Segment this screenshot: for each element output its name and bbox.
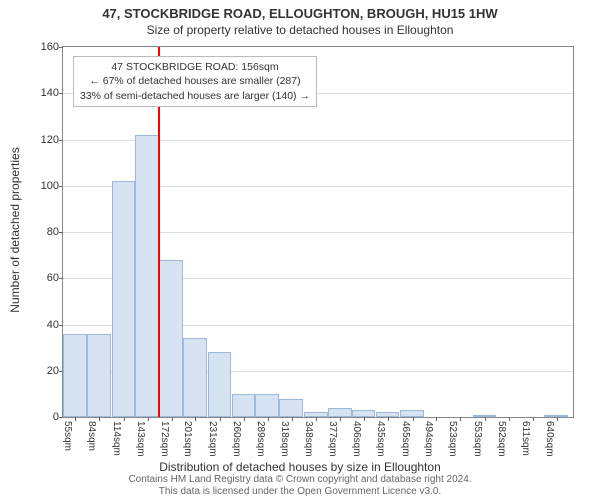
page-subtitle: Size of property relative to detached ho… (0, 23, 600, 39)
x-tick-label: 582sqm (496, 421, 507, 457)
x-tick-label: 640sqm (544, 421, 555, 457)
y-tick-label: 160 (41, 41, 59, 53)
y-tick-label: 40 (47, 319, 59, 331)
histogram-chart: 47 STOCKBRIDGE ROAD: 156sqm ← 67% of det… (62, 46, 574, 418)
y-tick-mark (59, 47, 63, 48)
x-tick-label: 553sqm (472, 421, 483, 457)
x-tick-mark (557, 417, 558, 421)
x-tick-label: 201sqm (182, 421, 193, 457)
histogram-bar (159, 260, 183, 417)
x-tick-mark (413, 417, 414, 421)
x-tick-label: 143sqm (135, 421, 146, 457)
y-tick-label: 80 (47, 226, 59, 238)
y-tick-label: 140 (41, 87, 59, 99)
y-tick-label: 120 (41, 134, 59, 146)
x-tick-label: 377sqm (327, 421, 338, 457)
y-tick-mark (59, 325, 63, 326)
page-title: 47, STOCKBRIDGE ROAD, ELLOUGHTON, BROUGH… (0, 0, 600, 23)
x-tick-label: 348sqm (303, 421, 314, 457)
histogram-bar (255, 394, 279, 417)
y-tick-label: 100 (41, 180, 59, 192)
histogram-bar (279, 399, 303, 418)
x-tick-label: 494sqm (423, 421, 434, 457)
x-tick-mark (316, 417, 317, 421)
x-tick-mark (172, 417, 173, 421)
x-tick-label: 406sqm (351, 421, 362, 457)
x-tick-mark (460, 417, 461, 421)
y-tick-label: 0 (53, 411, 59, 423)
annotation-line: 47 STOCKBRIDGE ROAD: 156sqm (80, 60, 310, 74)
x-tick-mark (388, 417, 389, 421)
x-tick-mark (99, 417, 100, 421)
x-tick-mark (340, 417, 341, 421)
x-tick-label: 260sqm (231, 421, 242, 457)
x-tick-mark (364, 417, 365, 421)
page: 47, STOCKBRIDGE ROAD, ELLOUGHTON, BROUGH… (0, 0, 600, 500)
annotation-line: ← 67% of detached houses are smaller (28… (80, 74, 310, 88)
x-tick-mark (436, 417, 437, 421)
y-tick-mark (59, 186, 63, 187)
x-tick-mark (533, 417, 534, 421)
x-tick-mark (75, 417, 76, 421)
x-tick-label: 289sqm (255, 421, 266, 457)
annotation-box: 47 STOCKBRIDGE ROAD: 156sqm ← 67% of det… (73, 56, 317, 107)
histogram-bar (183, 338, 207, 417)
histogram-bar (63, 334, 87, 417)
x-tick-label: 523sqm (447, 421, 458, 457)
histogram-bar (352, 410, 376, 417)
x-tick-mark (292, 417, 293, 421)
x-tick-mark (244, 417, 245, 421)
x-tick-label: 84sqm (86, 421, 97, 451)
x-axis-label: Distribution of detached houses by size … (0, 460, 600, 474)
x-tick-label: 435sqm (375, 421, 386, 457)
histogram-bar (400, 410, 424, 417)
x-tick-label: 465sqm (400, 421, 411, 457)
x-tick-label: 114sqm (111, 421, 122, 456)
histogram-bar (87, 334, 111, 417)
histogram-bar (232, 394, 256, 417)
x-tick-mark (148, 417, 149, 421)
y-tick-mark (59, 278, 63, 279)
histogram-bar (328, 408, 352, 417)
footer-attribution: Contains HM Land Registry data © Crown c… (0, 474, 600, 498)
histogram-bar (208, 352, 232, 417)
x-tick-label: 55sqm (62, 421, 73, 451)
x-tick-mark (485, 417, 486, 421)
x-tick-mark (268, 417, 269, 421)
y-tick-mark (59, 140, 63, 141)
y-tick-mark (59, 232, 63, 233)
y-tick-mark (59, 93, 63, 94)
x-tick-mark (220, 417, 221, 421)
x-tick-mark (195, 417, 196, 421)
x-tick-label: 172sqm (159, 421, 170, 457)
x-tick-mark (509, 417, 510, 421)
y-axis-label: Number of detached properties (8, 147, 22, 312)
footer-line: Contains HM Land Registry data © Crown c… (0, 474, 600, 486)
y-tick-mark (59, 417, 63, 418)
y-tick-label: 20 (47, 365, 59, 377)
x-tick-label: 318sqm (279, 421, 290, 457)
footer-line: This data is licensed under the Open Gov… (0, 486, 600, 498)
histogram-bar (135, 135, 159, 417)
x-tick-mark (124, 417, 125, 421)
x-tick-label: 231sqm (207, 421, 218, 457)
y-tick-label: 60 (47, 272, 59, 284)
annotation-line: 33% of semi-detached houses are larger (… (80, 89, 310, 103)
histogram-bar (112, 181, 136, 417)
x-tick-label: 611sqm (520, 421, 531, 456)
